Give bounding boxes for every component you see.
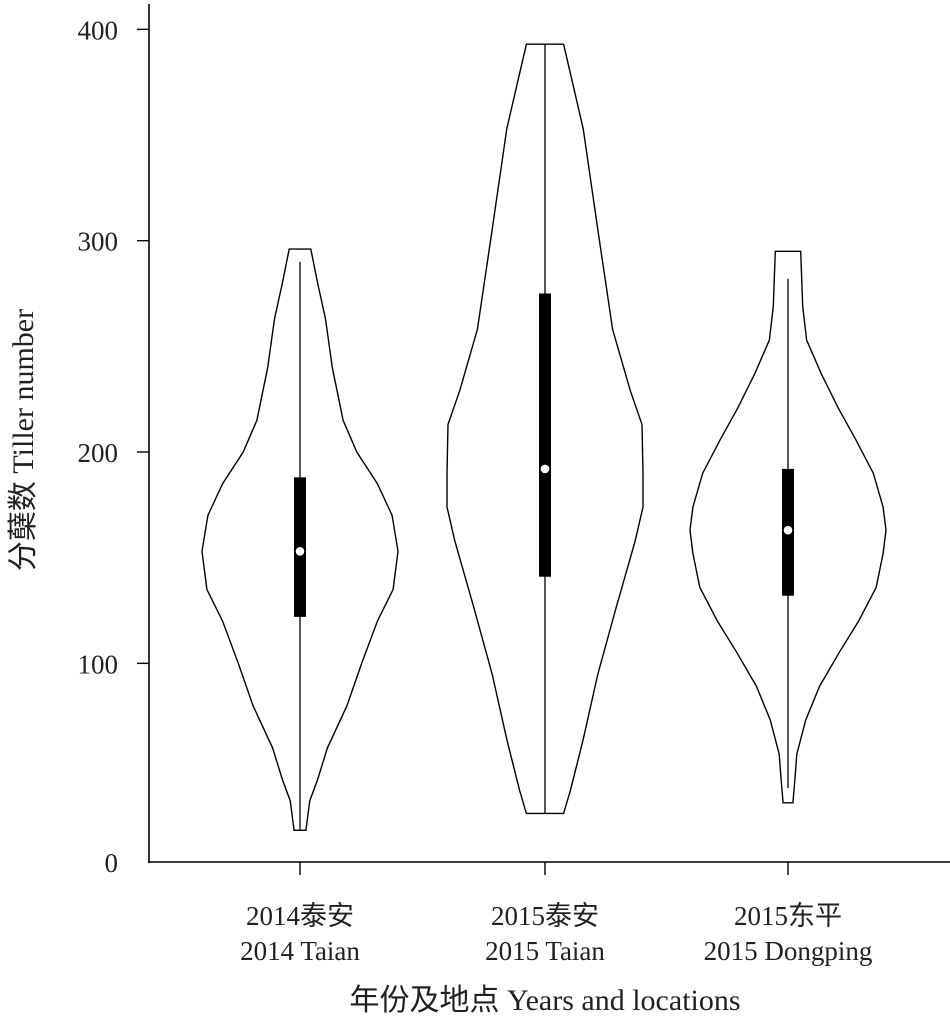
- violin-outline: [689, 250, 887, 804]
- x-tick-label-line1: 2014泰安: [246, 901, 354, 931]
- y-tick-label: 200: [78, 438, 119, 468]
- x-tick-label-line2: 2014 Taian: [240, 936, 360, 966]
- iqr-box: [539, 293, 551, 577]
- median-point: [783, 525, 793, 535]
- y-tick-label: 300: [78, 227, 119, 257]
- median-point: [540, 464, 550, 474]
- x-axis-title: 年份及地点 Years and locations: [349, 984, 740, 1017]
- y-tick-label: 0: [105, 848, 119, 878]
- violin-2: [446, 43, 644, 815]
- y-tick-label: 400: [78, 15, 119, 45]
- median-point: [295, 547, 305, 556]
- x-tick-label-line2: 2015 Taian: [485, 936, 605, 966]
- violin-outline: [201, 248, 399, 831]
- y-tick-label: 100: [78, 649, 119, 679]
- violin-3: [689, 250, 887, 804]
- y-axis-title: 分蘖数 Tiller number: [7, 309, 40, 571]
- x-ticks: 2014泰安 2014 Taian 2015泰安 2015 Taian 2015东平 20…: [240, 862, 872, 966]
- violin-outline: [446, 43, 644, 815]
- violin-1: [201, 248, 399, 831]
- y-ticks: 0 100 200 300 400: [78, 15, 149, 878]
- x-tick-label-line2: 2015 Dongping: [704, 936, 873, 966]
- violins: [201, 43, 887, 831]
- x-tick-label-line1: 2015泰安: [491, 901, 599, 931]
- x-tick-label-line1: 2015东平: [734, 901, 842, 931]
